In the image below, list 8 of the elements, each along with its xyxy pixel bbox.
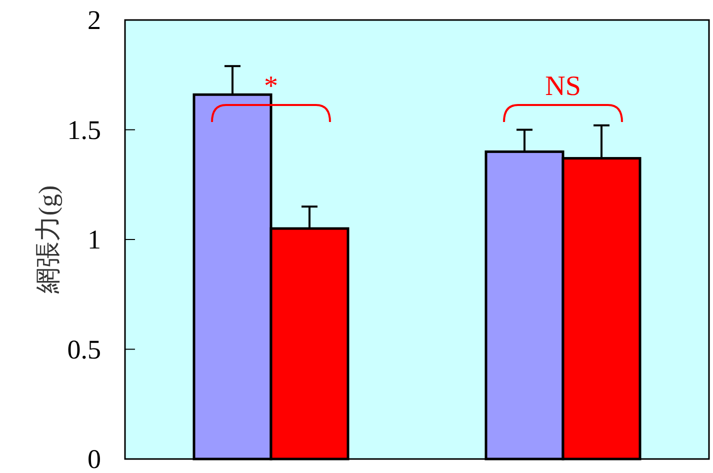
annotation: NS <box>545 71 581 102</box>
y-tick-label: 2 <box>88 5 101 35</box>
y-tick-label: 0.5 <box>67 334 101 364</box>
y-axis-title: 網張力(g) <box>34 185 62 295</box>
annotation: * <box>264 71 278 102</box>
y-tick-label: 1.5 <box>67 114 101 145</box>
y-tick-label: 0 <box>88 444 101 473</box>
y-tick-label: 1 <box>88 224 101 254</box>
